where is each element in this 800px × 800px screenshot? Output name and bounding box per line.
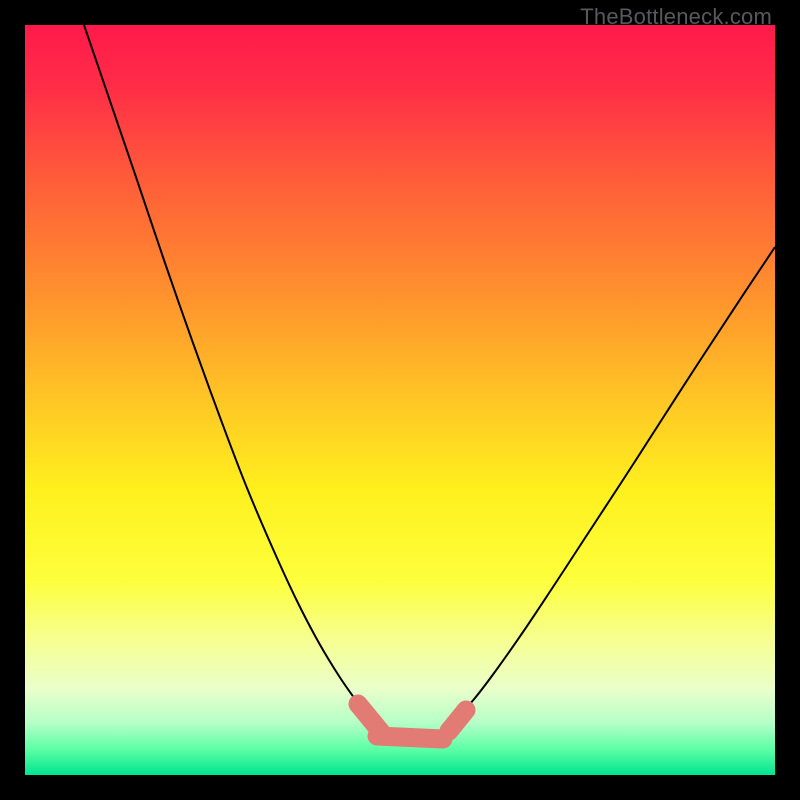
valley-segment: [449, 710, 466, 731]
watermark-text: TheBottleneck.com: [580, 4, 772, 30]
valley-segment: [377, 736, 443, 739]
chart-frame: TheBottleneck.com: [0, 0, 800, 800]
valley-markers: [358, 704, 466, 739]
plot-area: [25, 25, 775, 775]
curve-right: [457, 247, 775, 718]
curve-left: [84, 25, 367, 714]
curves-layer: [25, 25, 775, 775]
